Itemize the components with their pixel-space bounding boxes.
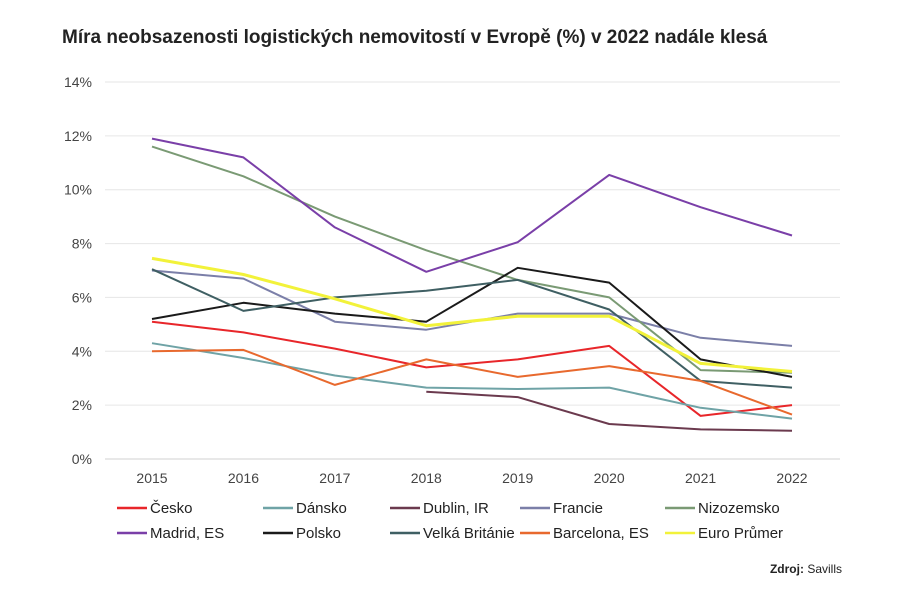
legend-label: Dublin, IR — [423, 500, 489, 517]
x-tick-label: 2022 — [776, 470, 807, 486]
y-tick-label: 0% — [72, 451, 92, 467]
series-line — [151, 266, 793, 378]
y-tick-label: 8% — [72, 236, 92, 252]
y-tick-label: 2% — [72, 397, 92, 413]
legend-label: Madrid, ES — [150, 525, 224, 542]
y-tick-label: 10% — [64, 182, 92, 198]
series-line — [151, 269, 793, 347]
y-tick-label: 6% — [72, 289, 92, 305]
x-tick-label: 2021 — [685, 470, 716, 486]
series-line — [151, 348, 793, 416]
legend-label: Velká Británie — [423, 525, 515, 542]
legend-label: Francie — [553, 500, 603, 517]
source-value: Savills — [807, 562, 842, 576]
x-tick-label: 2020 — [594, 470, 625, 486]
y-tick-label: 14% — [64, 74, 92, 90]
series-line — [151, 268, 793, 389]
chart-title: Míra neobsazenosti logistických nemovito… — [62, 27, 768, 48]
x-tick-label: 2017 — [319, 470, 350, 486]
legend-label: Česko — [150, 500, 193, 517]
y-tick-label: 12% — [64, 128, 92, 144]
legend-label: Polsko — [296, 525, 341, 542]
series-line — [151, 137, 793, 273]
series-line — [151, 342, 793, 420]
source-note: Zdroj: Savills — [770, 562, 842, 576]
y-tick-label: 4% — [72, 343, 92, 359]
source-label: Zdroj: — [769, 562, 804, 576]
legend-label: Dánsko — [296, 500, 347, 517]
legend-label: Barcelona, ES — [553, 525, 649, 542]
series-line — [151, 145, 793, 374]
x-tick-label: 2018 — [411, 470, 442, 486]
x-tick-label: 2015 — [136, 470, 167, 486]
series-line — [151, 256, 793, 373]
legend-label: Euro Průmer — [698, 525, 783, 542]
legend-label: Nizozemsko — [698, 500, 780, 517]
series-line — [426, 390, 793, 432]
x-tick-label: 2016 — [228, 470, 259, 486]
x-tick-label: 2019 — [502, 470, 533, 486]
